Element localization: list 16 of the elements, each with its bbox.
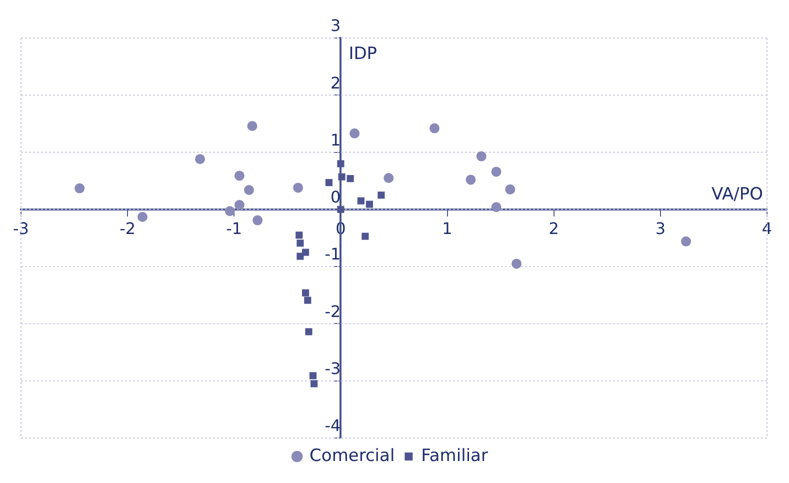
x-tick-label: -1 (226, 219, 242, 238)
y-tick-label: 1 (330, 130, 341, 150)
legend-label: Familiar (421, 446, 488, 466)
x-tick-label: 2 (548, 219, 559, 238)
x-tick-label: -2 (120, 219, 136, 238)
x-tick-label: 1 (442, 219, 452, 238)
y-tick-label: -1 (324, 244, 341, 264)
x-axis-title: VA/PO (711, 184, 763, 204)
x-tick-label: 3 (655, 219, 666, 238)
legend-label: Comercial (310, 446, 395, 466)
y-axis-title: IDP (348, 44, 378, 64)
y-tick-label: 2 (330, 73, 341, 92)
y-tick-label: 3 (330, 16, 341, 36)
x-tick-label: -3 (13, 219, 29, 238)
y-tick-label: -2 (324, 302, 341, 321)
y-tick-label: -3 (324, 359, 341, 378)
